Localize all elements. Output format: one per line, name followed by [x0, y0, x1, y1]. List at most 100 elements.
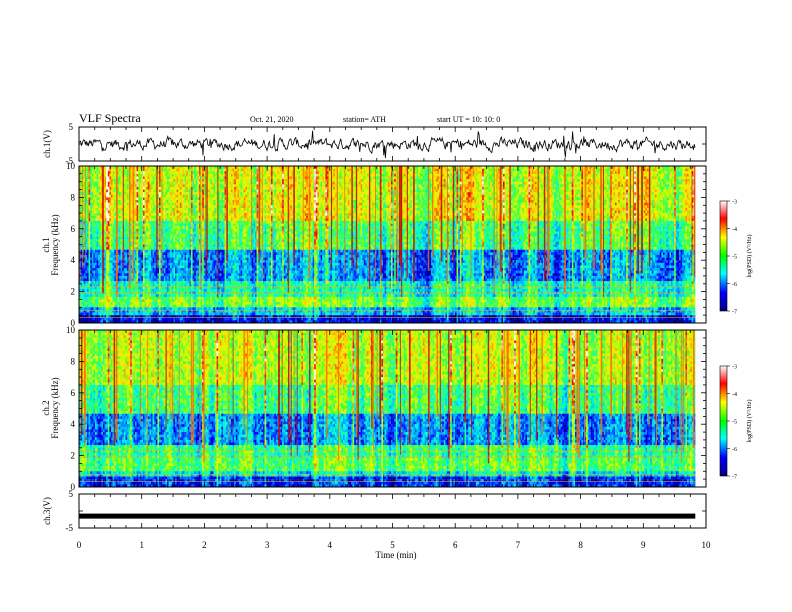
spectrogram-cell: [96, 200, 99, 203]
spectrogram-cell: [149, 210, 152, 214]
spectrogram-cell: [133, 278, 136, 282]
spectrogram-cell: [163, 194, 166, 198]
spectrogram-cell: [80, 166, 83, 169]
spectrogram-cell: [107, 210, 110, 214]
spectrogram-cell: [127, 234, 129, 237]
spectrogram-cell: [179, 307, 182, 311]
spectrogram-cell: [168, 241, 171, 245]
spectrogram-cell: [191, 202, 193, 206]
spectrogram-cell: [165, 260, 168, 264]
spectrogram-cell: [120, 173, 123, 177]
spectrogram-cell: [160, 228, 163, 232]
spectrogram-cell: [82, 273, 84, 277]
spectrogram-cell: [171, 189, 174, 193]
spectrogram-cell: [178, 210, 180, 214]
spectrogram-cell: [162, 302, 164, 305]
spectrogram-cell: [195, 176, 198, 180]
spectrogram-cell: [187, 257, 190, 261]
spectrogram-cell: [138, 260, 140, 264]
spectrogram-cell: [171, 197, 174, 201]
spectrogram-cell: [117, 312, 120, 316]
spectrogram-cell: [109, 168, 112, 172]
spectrogram-cell: [168, 296, 171, 300]
spectrogram-cell: [104, 181, 107, 185]
spectrogram-cell: [117, 302, 120, 305]
spectrogram-cell: [179, 223, 182, 227]
spectrogram-cell: [176, 231, 179, 235]
spectrogram-cell: [95, 315, 97, 318]
spectrogram-cell: [83, 270, 86, 274]
spectrogram-cell: [162, 281, 164, 284]
spectrogram-cell: [141, 296, 144, 300]
spectrogram-cell: [160, 207, 163, 211]
spectrogram-cell: [107, 288, 110, 292]
spectrogram-cell: [210, 275, 212, 279]
spectrogram-cell: [112, 179, 115, 182]
spectrogram-cell: [160, 218, 163, 222]
spectrogram-cell: [98, 299, 100, 303]
spectrogram-cell: [133, 194, 136, 198]
spectrogram-cell: [202, 320, 204, 323]
spectrogram-cell: [104, 286, 107, 290]
spectrogram-cell: [203, 288, 206, 292]
spectrogram-cell: [117, 231, 120, 235]
spectrogram-cell: [157, 197, 160, 201]
spectrogram-cell: [167, 200, 169, 203]
spectrogram-cell: [136, 194, 139, 198]
spectrogram-cell: [88, 247, 91, 250]
spectrogram-cell: [119, 247, 121, 250]
spectrogram-cell: [162, 166, 164, 169]
spectrogram-cell: [85, 223, 88, 227]
spectrogram-cell: [152, 304, 155, 308]
spectrogram-cell: [208, 189, 211, 193]
spectrogram-cell: [146, 197, 148, 201]
spectrogram-cell: [189, 275, 192, 279]
spectrogram-cell: [191, 260, 193, 264]
spectrogram-cell: [135, 309, 137, 313]
spectrogram-cell: [173, 181, 176, 185]
spectrogram-cell: [178, 252, 180, 256]
spectrogram-cell: [117, 254, 120, 258]
spectrogram-cell: [203, 200, 206, 203]
spectrogram-cell: [170, 283, 172, 287]
spectrogram-cell: [141, 262, 144, 266]
spectrogram-cell: [179, 320, 182, 323]
spectrogram-cell: [90, 234, 92, 237]
spectrogram-cell: [95, 189, 97, 193]
spectrogram-cell: [192, 213, 195, 216]
spectrogram-cell: [186, 207, 188, 211]
spectrogram-cell: [181, 278, 184, 282]
spectrogram-cell: [195, 223, 198, 227]
spectrogram-cell: [109, 181, 112, 185]
spectrogram-cell: [123, 207, 126, 211]
spectrogram-cell: [205, 283, 208, 287]
spectrogram-cell: [138, 265, 140, 269]
spectrogram-cell: [146, 283, 148, 287]
spectrogram-cell: [147, 320, 150, 323]
spectrogram-cell: [136, 215, 139, 219]
spectrogram-cell: [191, 304, 193, 308]
spectrogram-cell: [93, 189, 96, 193]
spectrogram-cell: [170, 241, 172, 245]
spectrogram-cell: [101, 296, 104, 300]
spectrogram-cell: [191, 200, 193, 203]
spectrogram-cell: [159, 260, 161, 264]
spectrogram-cell: [127, 288, 129, 292]
spectrogram-cell: [170, 273, 172, 277]
spectrogram-cell: [125, 218, 128, 222]
spectrogram-cell: [117, 299, 120, 303]
spectrogram-cell: [157, 315, 160, 318]
spectrogram-cell: [170, 168, 172, 172]
spectrogram-cell: [163, 205, 166, 209]
spectrogram-cell: [114, 200, 116, 203]
spectrogram-cell: [197, 286, 200, 290]
spectrogram-cell: [173, 288, 176, 292]
spectrogram-cell: [207, 234, 209, 237]
spectrogram-cell: [200, 278, 203, 282]
spectrogram-cell: [104, 223, 107, 227]
spectrogram-cell: [173, 168, 176, 172]
spectrogram-cell: [120, 315, 123, 318]
spectrogram-cell: [171, 210, 174, 214]
spectrogram-cell: [147, 228, 150, 232]
